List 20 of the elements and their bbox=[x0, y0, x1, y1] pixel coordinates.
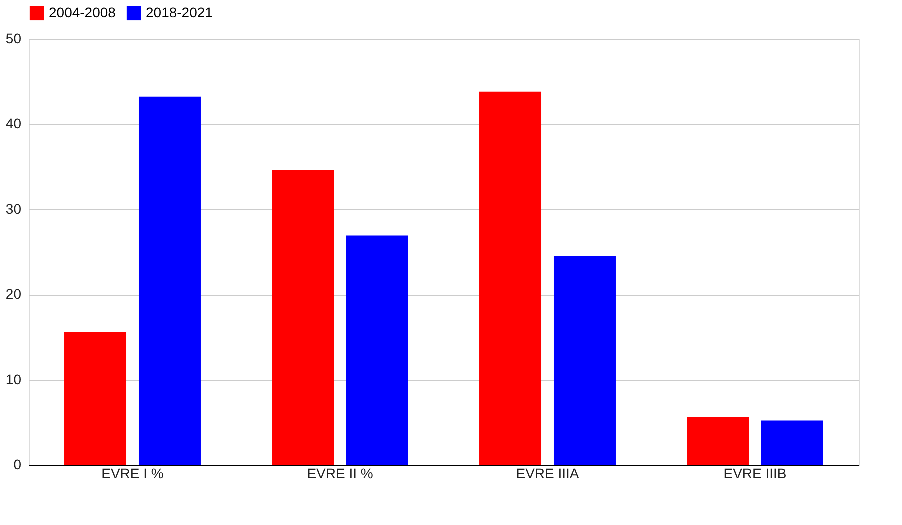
x-tick-label: EVRE IIIA bbox=[516, 466, 580, 482]
bar bbox=[64, 332, 127, 465]
legend-label: 2018-2021 bbox=[146, 4, 214, 20]
x-tick-label: EVRE II % bbox=[307, 466, 374, 482]
y-tick-label: 50 bbox=[6, 30, 22, 46]
legend-label: 2004-2008 bbox=[49, 4, 116, 20]
bar bbox=[346, 236, 408, 465]
bar bbox=[138, 96, 201, 465]
bar bbox=[480, 92, 542, 465]
y-tick-label: 10 bbox=[6, 371, 22, 388]
y-tick-label: 40 bbox=[6, 116, 22, 132]
x-tick-label: EVRE IIIB bbox=[724, 466, 787, 482]
bar bbox=[687, 417, 750, 465]
x-tick-label: EVRE I % bbox=[102, 466, 164, 482]
bar bbox=[554, 256, 616, 465]
bar bbox=[272, 170, 334, 465]
y-tick-label: 20 bbox=[6, 286, 22, 302]
bar bbox=[761, 420, 824, 465]
y-tick-label: 0 bbox=[14, 456, 22, 472]
y-tick-label: 30 bbox=[6, 200, 22, 217]
